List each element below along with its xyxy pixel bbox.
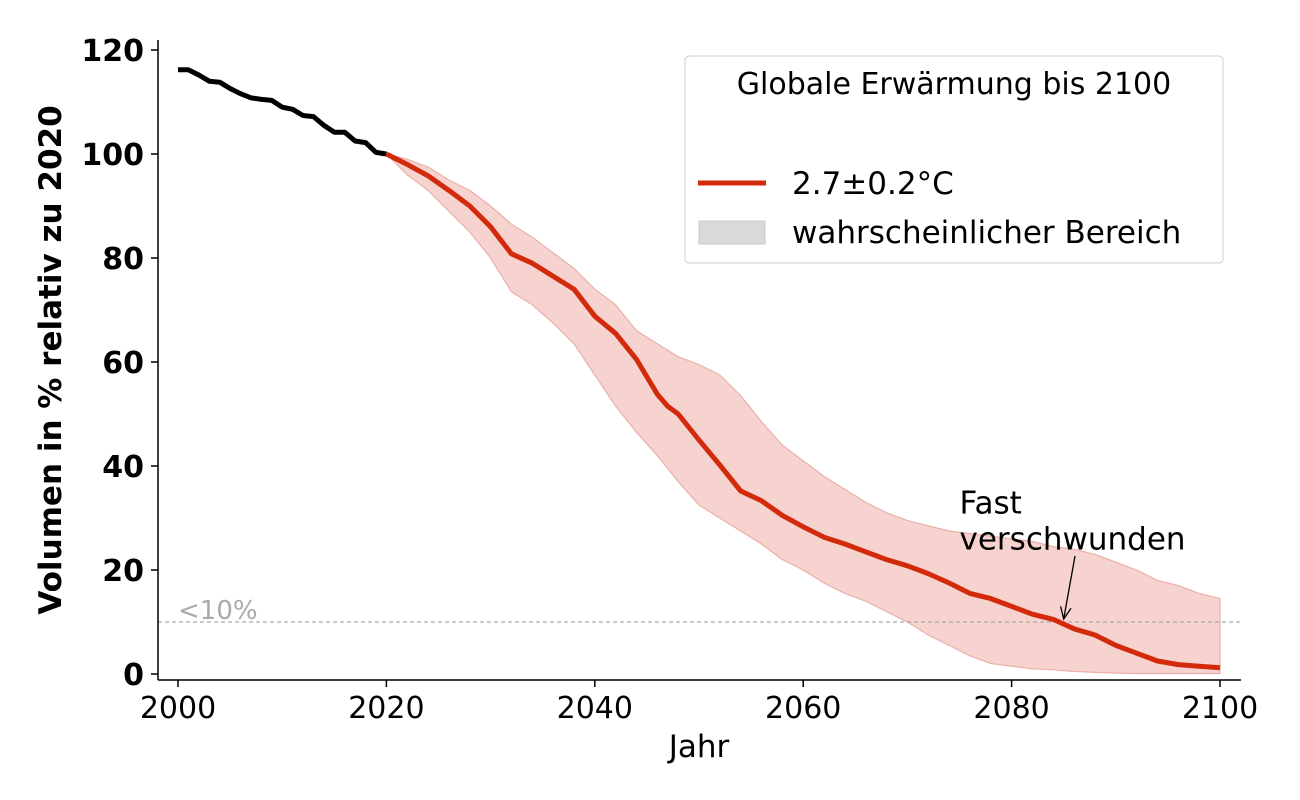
legend-title: Globale Erwärmung bis 2100	[737, 67, 1171, 102]
x-tick-label: 2080	[973, 691, 1049, 726]
annotation-arrow	[1063, 555, 1076, 620]
x-tick-label: 2060	[765, 691, 841, 726]
legend-label-range: wahrscheinlicher Bereich	[792, 215, 1181, 251]
y-tick-label: 100	[81, 138, 144, 173]
y-tick-label: 20	[102, 554, 144, 589]
y-tick-label: 60	[102, 346, 144, 381]
annotation-text-line-2: verschwunden	[960, 521, 1186, 557]
x-tick-label: 2000	[140, 691, 216, 726]
scenario-line	[385, 151, 1221, 671]
y-tick-label: 120	[81, 34, 144, 69]
x-axis-title: Jahr	[667, 729, 730, 765]
annotation-text-line-1: Fast	[960, 485, 1022, 521]
y-tick-label: 40	[102, 450, 144, 485]
annotation-arrow-head	[1059, 606, 1072, 621]
x-tick-label: 2040	[557, 691, 633, 726]
y-axis-title: Volumen in % relativ zu 2020	[33, 105, 69, 614]
threshold-label: <10%	[178, 596, 258, 626]
y-tick-label: 0	[123, 658, 144, 693]
historical-line	[178, 67, 387, 157]
legend-label-scenario: 2.7±0.2°C	[792, 166, 954, 202]
x-tick-label: 2100	[1182, 691, 1258, 726]
legend-band-swatch	[698, 220, 766, 245]
legend: Globale Erwärmung bis 2100 2.7±0.2°C wah…	[684, 55, 1224, 264]
y-tick-label: 80	[102, 242, 144, 277]
legend-frame	[684, 55, 1224, 264]
likely-range-band	[384, 152, 1221, 675]
x-tick-label: 2020	[348, 691, 424, 726]
